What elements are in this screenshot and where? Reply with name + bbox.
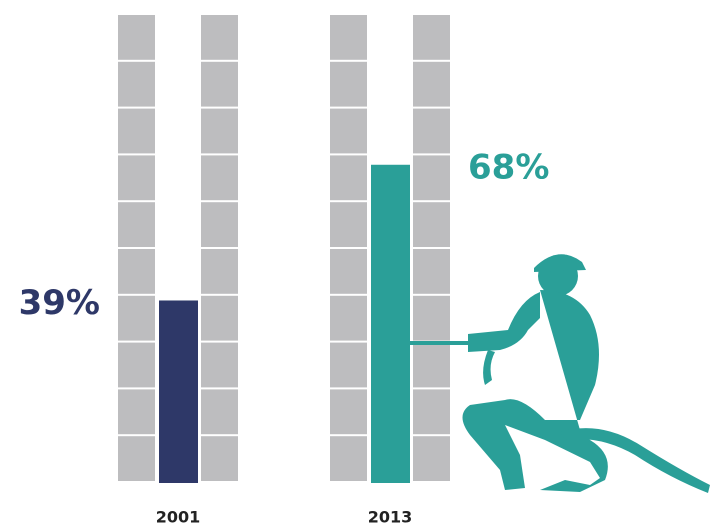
grey-block [330, 15, 367, 60]
grey-block [413, 389, 450, 435]
grey-block [413, 295, 450, 341]
grey-block [413, 15, 450, 60]
grey-block [330, 61, 367, 107]
bar [159, 300, 198, 483]
x-tick-label: 2001 [156, 508, 201, 527]
grey-block [201, 15, 238, 60]
grey-block [201, 61, 238, 107]
grey-block [413, 155, 450, 201]
grey-block [118, 342, 155, 388]
grey-block [330, 295, 367, 341]
grey-block [330, 155, 367, 201]
grey-block [201, 202, 238, 247]
value-label: 68% [468, 147, 549, 187]
grey-block [330, 389, 367, 435]
grey-block [201, 155, 238, 201]
worker-silhouette [410, 254, 710, 493]
grey-block [413, 342, 450, 388]
grey-block [330, 108, 367, 154]
bar [371, 164, 410, 483]
grey-block [330, 202, 367, 247]
grey-block [201, 108, 238, 154]
grey-block [118, 61, 155, 107]
grey-block [118, 202, 155, 247]
grey-block [118, 15, 155, 60]
grey-block [201, 295, 238, 341]
grey-block [118, 155, 155, 201]
grey-block [413, 249, 450, 294]
grey-block [330, 436, 367, 481]
x-tick-label: 2013 [368, 508, 413, 527]
grey-block [118, 389, 155, 435]
grey-block [118, 108, 155, 154]
grey-block [413, 202, 450, 247]
grey-block [201, 389, 238, 435]
grey-block [330, 342, 367, 388]
value-label: 39% [19, 283, 100, 323]
grey-block [413, 436, 450, 481]
grey-block [201, 436, 238, 481]
grey-block [118, 436, 155, 481]
grey-block [330, 249, 367, 294]
grey-block [413, 61, 450, 107]
grey-block [118, 249, 155, 294]
grey-block [201, 342, 238, 388]
grey-block [413, 108, 450, 154]
grey-block [201, 249, 238, 294]
grey-block [118, 295, 155, 341]
